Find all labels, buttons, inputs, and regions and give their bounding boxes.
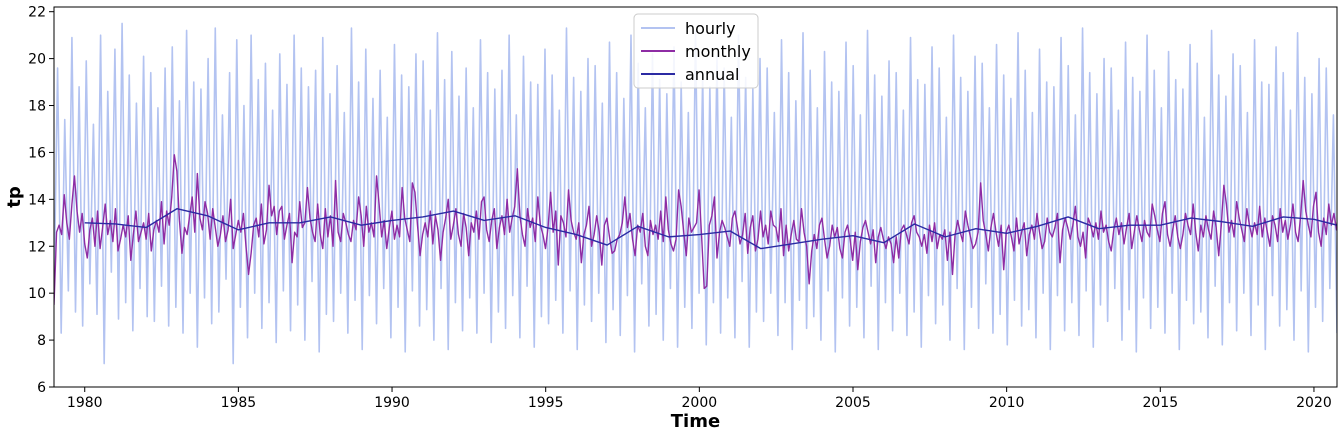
y-tick-label: 6 <box>37 380 46 396</box>
y-tick-label: 16 <box>28 145 46 161</box>
legend-label-hourly: hourly <box>685 19 736 38</box>
x-axis: 1980 1985 1990 1995 2000 2005 2010 2015 2020 <box>67 387 1332 411</box>
x-tick-label: 1990 <box>374 395 410 411</box>
legend-label-annual: annual <box>685 65 739 84</box>
series-line-annual <box>84 208 1337 250</box>
y-tick-label: 22 <box>28 5 46 21</box>
legend: hourly monthly annual <box>633 13 759 89</box>
y-axis-title: tp <box>4 186 25 208</box>
x-tick-label: 1980 <box>67 395 103 411</box>
x-tick-label: 2005 <box>835 395 871 411</box>
y-axis: 6 8 10 12 14 16 18 20 22 <box>28 5 54 396</box>
x-tick-label: 2010 <box>989 395 1025 411</box>
y-tick-label: 14 <box>28 192 46 208</box>
legend-label-monthly: monthly <box>685 42 751 61</box>
x-tick-label: 1995 <box>528 395 564 411</box>
x-tick-label: 2015 <box>1142 395 1178 411</box>
x-tick-label: 2000 <box>682 395 718 411</box>
series-line-monthly <box>54 154 1337 305</box>
y-tick-label: 10 <box>28 286 46 302</box>
plot-frame <box>53 6 1338 388</box>
y-tick-label: 20 <box>28 52 46 68</box>
y-tick-label: 18 <box>28 99 46 115</box>
x-axis-title: Time <box>671 411 720 432</box>
y-tick-label: 12 <box>28 239 46 255</box>
y-tick-label: 8 <box>37 333 46 349</box>
x-tick-label: 1985 <box>221 395 257 411</box>
x-tick-label: 2020 <box>1296 395 1332 411</box>
legend-box <box>633 13 759 89</box>
